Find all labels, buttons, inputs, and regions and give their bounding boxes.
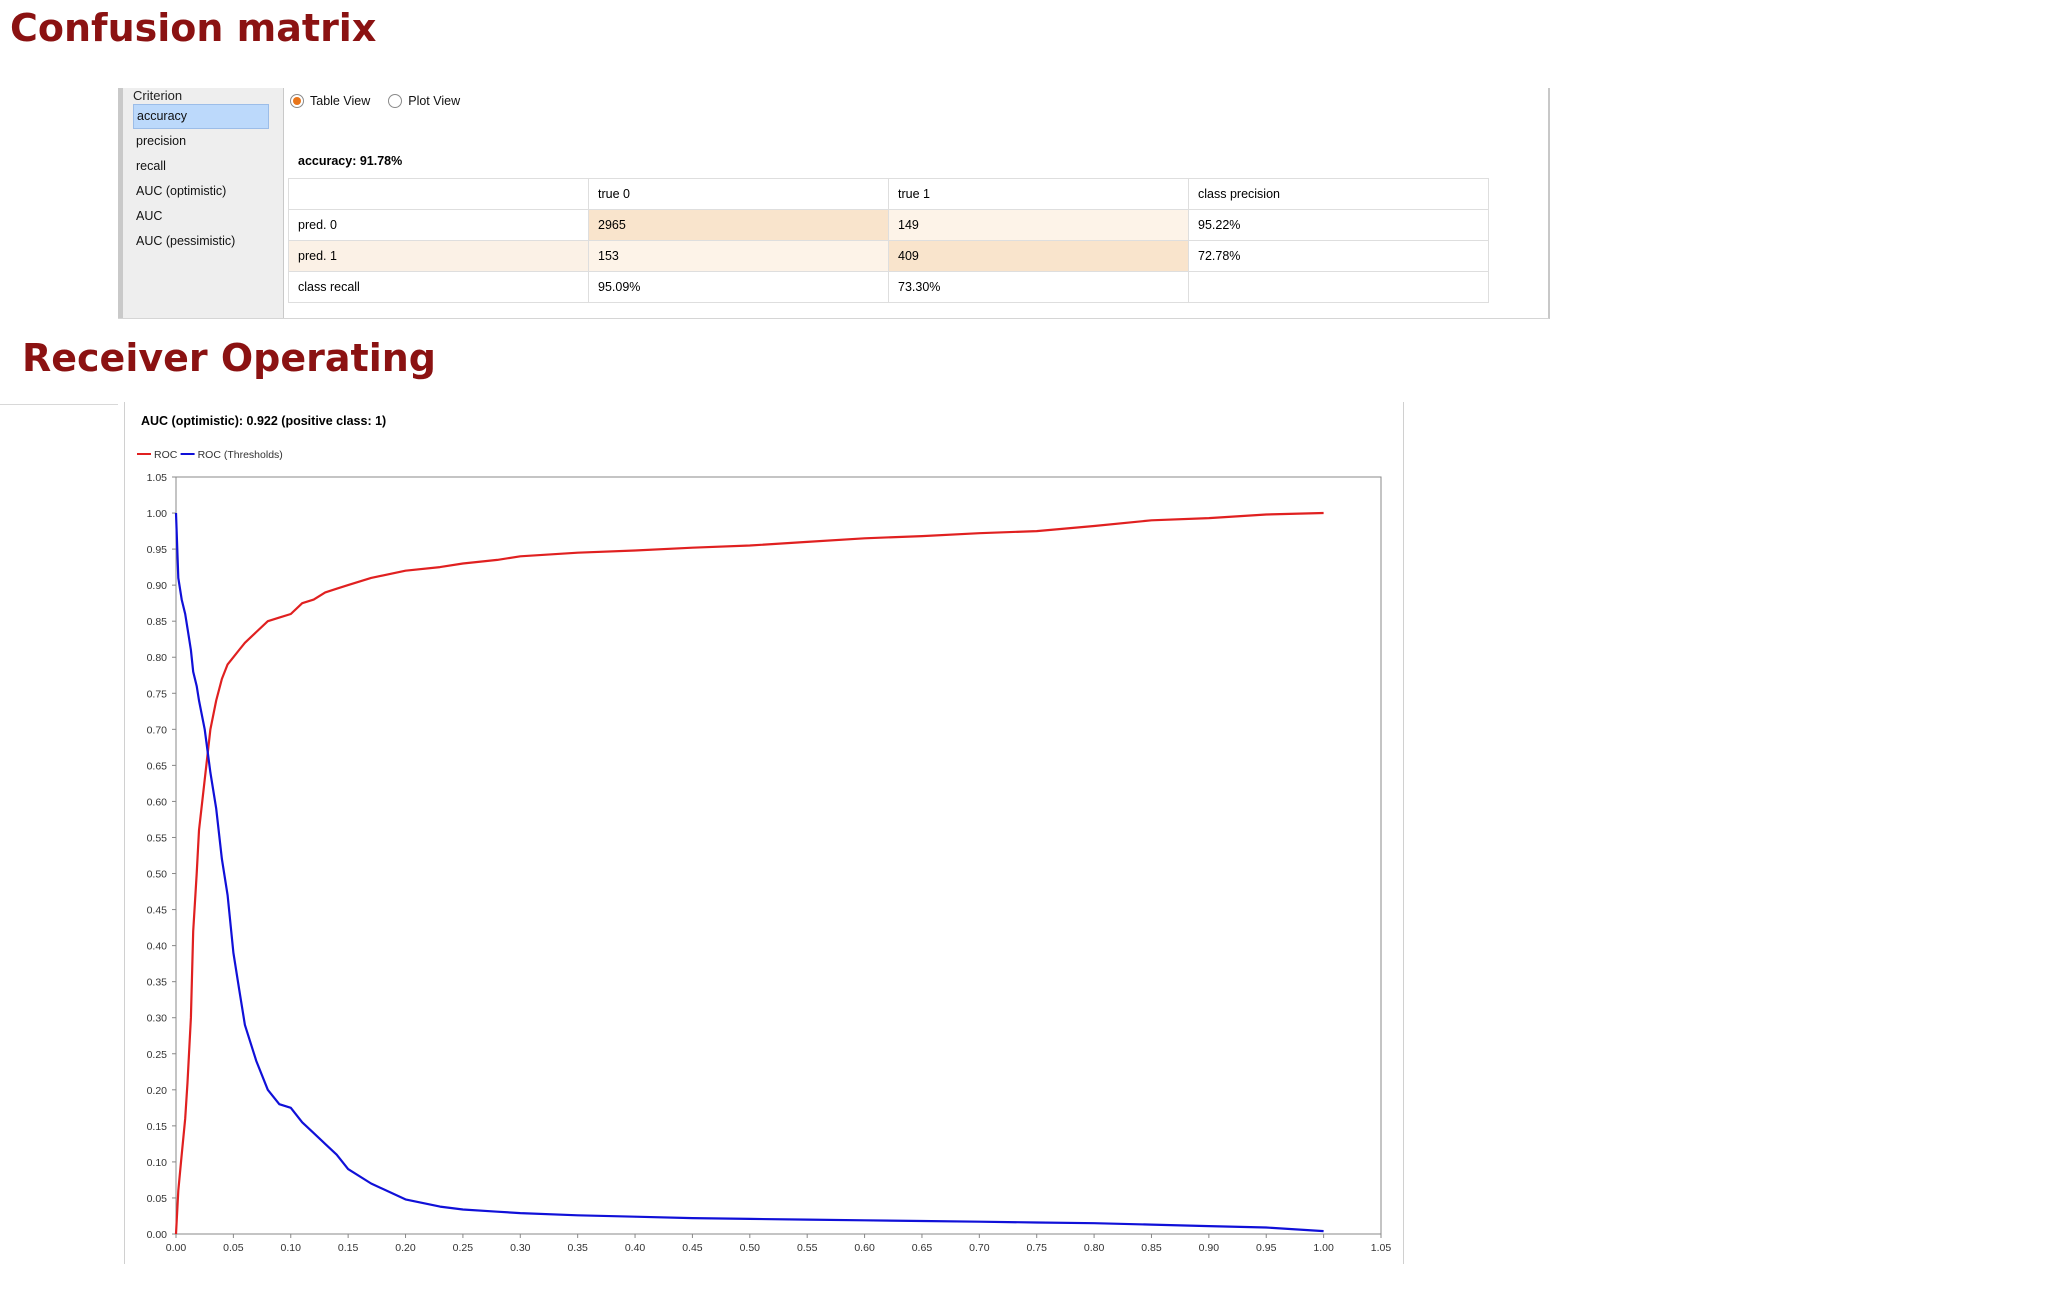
table-cell: 72.78% (1188, 240, 1489, 272)
roc-heading: Receiver Operating (22, 336, 436, 380)
x-tick-label: 0.60 (854, 1242, 875, 1254)
plot-view-radio[interactable] (388, 94, 403, 108)
y-tick-label: 0.40 (147, 941, 168, 953)
table-header-cell: true 0 (588, 178, 889, 210)
y-tick-label: 0.10 (147, 1157, 168, 1169)
roc-chart: 0.00 0.05 0.10 0.15 0.20 0.25 0.30 0.35 0.40 0.45… (137, 449, 1392, 1254)
y-tick-label: 0.45 (147, 905, 168, 917)
roc-series-line (174, 511, 1324, 1235)
y-tick-label: 0.35 (147, 977, 168, 989)
x-tick-label: 0.55 (797, 1242, 818, 1254)
plot-area (175, 476, 1382, 1235)
table-cell: 95.09% (588, 271, 889, 303)
x-tick-label: 0.40 (625, 1242, 646, 1254)
plot-view-label[interactable]: Plot View (408, 94, 461, 108)
table-cell: 95.22% (1188, 209, 1489, 241)
table-cell (1188, 271, 1489, 303)
x-tick-label: 0.10 (281, 1242, 302, 1254)
criterion-list: accuracy precision recall AUC (optimisti… (133, 104, 269, 254)
axes: 0.00 0.05 0.10 0.15 0.20 0.25 0.30 0.35 0.40 0.45… (147, 472, 1392, 1254)
table-cell: 149 (888, 209, 1189, 241)
confusion-matrix-table: true 0 true 1 class precision pred. 0 29… (288, 178, 1489, 303)
criterion-panel: Criterion accuracy precision recall AUC … (118, 88, 284, 318)
roc-panel: AUC (optimistic): 0.922 (positive class:… (124, 402, 1404, 1264)
x-tick-label: 1.00 (1313, 1242, 1334, 1254)
table-view-label[interactable]: Table View (310, 94, 371, 108)
y-tick-label: 0.70 (147, 724, 168, 736)
y-tick-label: 0.15 (147, 1121, 168, 1133)
table-header-row: true 0 true 1 class precision (288, 178, 1489, 210)
series (174, 511, 1324, 1235)
x-tick-label: 0.30 (510, 1242, 531, 1254)
table-cell: pred. 0 (288, 209, 589, 241)
x-tick-label: 0.15 (338, 1242, 359, 1254)
y-tick-label: 0.60 (147, 796, 168, 808)
x-tick-label: 0.05 (223, 1242, 244, 1254)
criterion-item-recall[interactable]: recall (136, 159, 166, 173)
y-tick-label: 0.05 (147, 1193, 168, 1205)
x-tick-label: 0.25 (453, 1242, 474, 1254)
table-row: class recall 95.09% 73.30% (288, 271, 1489, 303)
table-cell: 153 (588, 240, 889, 272)
y-tick-label: 0.75 (147, 688, 168, 700)
chart-title: AUC (optimistic): 0.922 (positive class:… (141, 414, 387, 428)
y-tick-label: 0.25 (147, 1049, 168, 1061)
accuracy-summary: accuracy: 91.78% (298, 154, 403, 168)
x-tick-label: 0.45 (682, 1242, 703, 1254)
table-cell: 73.30% (888, 271, 1189, 303)
divider (0, 404, 118, 405)
y-tick-label: 1.05 (147, 472, 168, 484)
x-tick-label: 0.95 (1256, 1242, 1277, 1254)
view-toggle: Table View Plot View (290, 94, 472, 108)
y-tick-label: 0.95 (147, 544, 168, 556)
x-tick-label: 0.20 (395, 1242, 416, 1254)
y-tick-label: 0.55 (147, 832, 168, 844)
x-tick-label: 0.75 (1026, 1242, 1047, 1254)
x-tick-label: 0.90 (1199, 1242, 1220, 1254)
x-tick-label: 0.65 (912, 1242, 933, 1254)
y-tick-label: 0.90 (147, 580, 168, 592)
x-tick-label: 0.85 (1141, 1242, 1162, 1254)
y-tick-label: 0.30 (147, 1013, 168, 1025)
table-row: pred. 0 2965 149 95.22% (288, 209, 1489, 241)
legend-label: ROC (154, 449, 178, 461)
x-tick-label: 0.50 (740, 1242, 761, 1254)
roc-thresholds-series-line (174, 512, 1324, 1233)
y-tick-label: 0.65 (147, 760, 168, 772)
table-header-cell: class precision (1188, 178, 1489, 210)
x-tick-label: 1.05 (1371, 1242, 1392, 1254)
x-tick-label: 0.35 (567, 1242, 588, 1254)
criterion-item-accuracy[interactable]: accuracy (133, 104, 269, 129)
criterion-item-auc-optimistic[interactable]: AUC (optimistic) (136, 184, 227, 198)
y-tick-label: 1.00 (147, 508, 168, 520)
table-header-cell: true 1 (888, 178, 1189, 210)
confusion-matrix-panel: Criterion accuracy precision recall AUC … (118, 88, 1550, 319)
x-tick-label: 0.80 (1084, 1242, 1105, 1254)
legend: ROC ROC (Thresholds) (137, 449, 283, 461)
y-tick-label: 0.20 (147, 1085, 168, 1097)
table-cell: 2965 (588, 209, 889, 241)
criterion-item-auc-pessimistic[interactable]: AUC (pessimistic) (136, 234, 236, 248)
table-row: pred. 1 153 409 72.78% (288, 240, 1489, 272)
y-tick-label: 0.00 (147, 1229, 168, 1241)
criterion-item-auc[interactable]: AUC (136, 209, 163, 223)
table-header-cell (288, 178, 589, 210)
confusion-matrix-heading: Confusion matrix (10, 6, 377, 50)
legend-label: ROC (Thresholds) (198, 449, 283, 461)
criterion-item-precision[interactable]: precision (136, 134, 187, 148)
x-tick-label: 0.00 (166, 1242, 187, 1254)
y-tick-label: 0.85 (147, 616, 168, 628)
y-tick-label: 0.80 (147, 652, 168, 664)
table-cell: pred. 1 (288, 240, 589, 272)
criterion-title: Criterion (133, 88, 183, 103)
table-cell: class recall (288, 271, 589, 303)
table-view-radio[interactable] (290, 94, 304, 108)
table-cell: 409 (888, 240, 1189, 272)
y-tick-label: 0.50 (147, 869, 168, 881)
x-tick-label: 0.70 (969, 1242, 990, 1254)
